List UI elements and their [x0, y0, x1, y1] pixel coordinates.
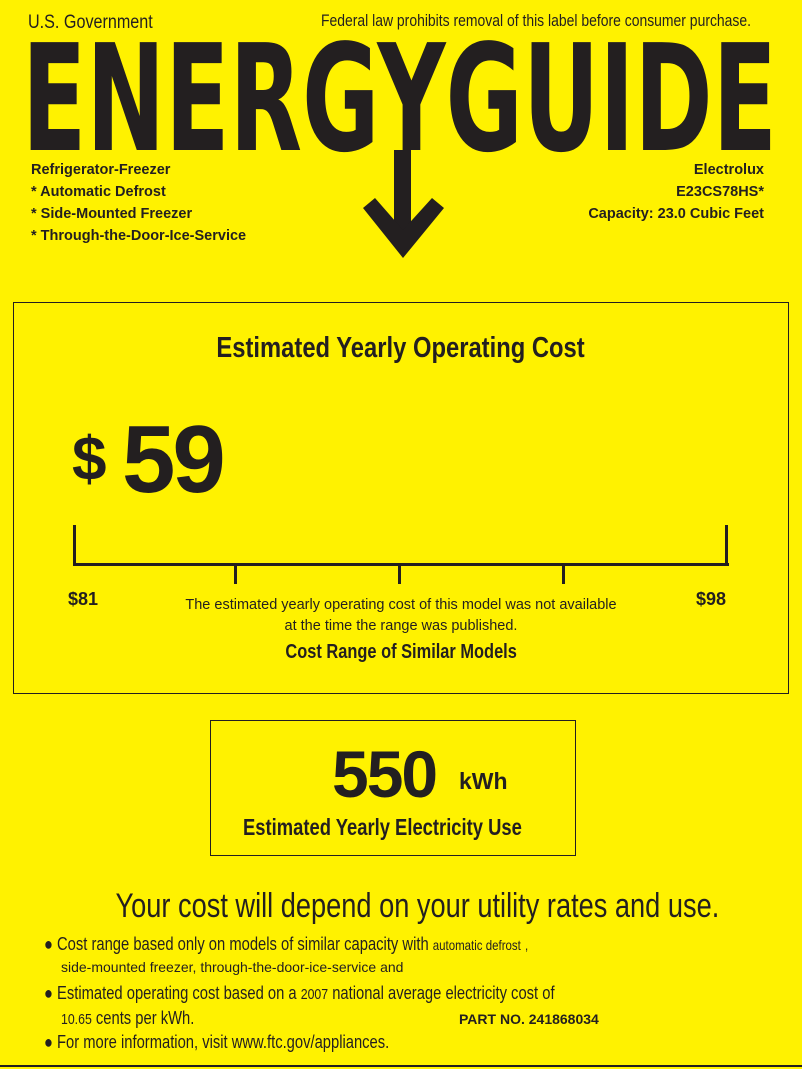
bullet-3: ● For more information, visit www.ftc.go… — [44, 1032, 389, 1053]
bullet-icon: ● — [44, 983, 58, 1003]
bullet-icon: ● — [44, 934, 58, 954]
brand: Electrolux — [693, 162, 764, 178]
range-min: $81 — [68, 589, 99, 609]
cost-range-scale — [74, 563, 729, 566]
cost-value: 59 — [122, 406, 226, 513]
bullet-2-line-2: 10.65 cents per kWh. — [61, 1008, 194, 1030]
fill-comma: , — [524, 937, 529, 953]
product-type: Refrigerator-Freezer — [31, 162, 171, 178]
feature-2: * Side-Mounted Freezer — [31, 206, 193, 222]
fill-through-the-door: through-the-door-ice-service — [200, 959, 377, 975]
cost-note-1: The estimated yearly operating cost of t… — [185, 597, 617, 613]
bullet-2-text: Estimated operating cost based on a — [57, 983, 297, 1003]
range-max: $98 — [696, 589, 727, 609]
fill-comma-2: , — [192, 959, 197, 975]
removal-notice: Federal law prohibits removal of this la… — [321, 11, 802, 31]
bullet-1: ● Cost range based only on models of sim… — [44, 934, 528, 956]
bullet-1-text: Cost range based only on models of simil… — [57, 934, 429, 954]
bullet-2: ● Estimated operating cost based on a 20… — [44, 983, 555, 1005]
bullet-3-text: For more information, visit www.ftc.gov/… — [57, 1032, 390, 1052]
bullet-2-text2: national average electricity cost of — [332, 983, 555, 1003]
scale-tick — [725, 525, 728, 566]
kwh-value: 550 — [332, 737, 438, 811]
arrow-down-icon — [363, 150, 444, 258]
currency-sign: $ — [72, 425, 107, 494]
notice-text: Federal law prohibits removal of this la… — [321, 11, 752, 30]
feature-3: * Through-the-Door-Ice-Service — [31, 228, 247, 244]
gov-text: U.S. Government — [28, 12, 153, 33]
bullet-2-text3: cents per kWh. — [95, 1008, 195, 1028]
cost-title-text: Estimated Yearly Operating Cost — [216, 332, 586, 364]
logo-text: ENERGYGUIDE — [22, 34, 777, 158]
scale-tick — [398, 563, 401, 584]
fill-year: 2007 — [300, 986, 329, 1003]
gov-label: U.S. Government — [28, 12, 175, 34]
electricity-label: Estimated Yearly Electricity Use — [243, 814, 522, 840]
scale-tick — [73, 525, 76, 566]
cost-title: Estimated Yearly Operating Cost — [100, 332, 702, 365]
bottom-rule — [0, 1065, 802, 1067]
fill-and: and — [380, 959, 404, 975]
operating-cost-box — [13, 302, 789, 694]
model-number: E23CS78HS* — [676, 184, 764, 200]
bullet-icon: ● — [44, 1032, 58, 1052]
fill-rate: 10.65 — [61, 1011, 92, 1028]
electricity-use-box — [210, 720, 576, 856]
capacity: Capacity: 23.0 Cubic Feet — [588, 206, 764, 222]
bullet-1-line-2: side-mounted freezer, through-the-door-i… — [61, 958, 403, 976]
headline-text: Your cost will depend on your utility ra… — [115, 887, 720, 925]
scale-tick — [562, 563, 565, 584]
range-label-text: Cost Range of Similar Models — [285, 641, 517, 663]
cost-range-label: Cost Range of Similar Models — [200, 640, 602, 664]
footer-headline: Your cost will depend on your utility ra… — [40, 886, 762, 926]
feature-1: * Automatic Defrost — [31, 184, 166, 200]
scale-tick — [234, 563, 237, 584]
fill-side-mounted: side-mounted freezer — [61, 959, 193, 975]
part-number: PART NO. 241868034 — [459, 1011, 599, 1027]
kwh-unit: kWh — [459, 768, 508, 794]
fill-automatic-defrost: automatic defrost — [432, 937, 521, 953]
cost-note-2: at the time the range was published. — [284, 618, 518, 634]
energyguide-logo: ENERGYGUIDE — [22, 34, 777, 158]
